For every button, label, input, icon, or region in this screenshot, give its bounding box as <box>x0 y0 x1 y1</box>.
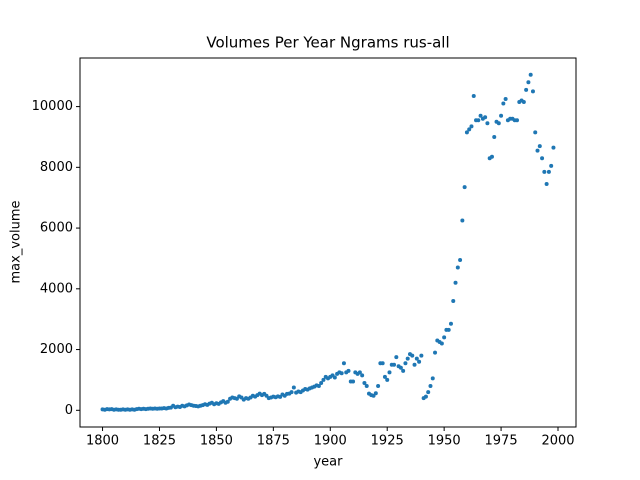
y-tick-label: 2000 <box>40 342 73 357</box>
point <box>526 80 531 85</box>
point <box>341 361 346 366</box>
point <box>346 368 351 373</box>
point <box>485 121 490 126</box>
point <box>419 353 424 358</box>
point <box>469 124 474 129</box>
point <box>387 370 392 375</box>
point <box>430 376 435 381</box>
point <box>225 399 230 404</box>
point <box>364 384 369 388</box>
point <box>382 374 387 379</box>
point <box>551 145 556 150</box>
point <box>426 390 431 395</box>
point <box>316 384 321 388</box>
point <box>291 385 296 390</box>
x-tick-label: 1900 <box>314 434 347 449</box>
point <box>351 379 356 384</box>
point <box>542 169 547 174</box>
point <box>455 265 460 270</box>
point <box>458 257 463 262</box>
point <box>394 355 399 360</box>
point <box>401 368 406 373</box>
x-tick-label: 1850 <box>200 434 233 449</box>
y-tick-label: 10000 <box>32 99 73 114</box>
point <box>501 101 506 106</box>
point <box>524 87 529 92</box>
point <box>398 365 403 370</box>
chart-title: Volumes Per Year Ngrams rus-all <box>206 34 449 52</box>
y-tick-label: 4000 <box>40 281 73 296</box>
x-tick-label: 1800 <box>86 434 119 449</box>
point <box>380 361 385 366</box>
x-tick-label: 1950 <box>428 434 461 449</box>
point <box>515 118 520 123</box>
point <box>362 380 367 385</box>
point <box>376 384 381 388</box>
point <box>489 154 494 159</box>
point <box>478 113 483 118</box>
point <box>423 394 428 399</box>
y-tick-label: 8000 <box>40 160 73 175</box>
point <box>428 384 433 388</box>
point <box>321 377 326 382</box>
x-tick-label: 2000 <box>541 434 574 449</box>
point <box>446 327 451 332</box>
point <box>467 127 472 132</box>
point <box>414 356 419 361</box>
x-tick-label: 1875 <box>257 434 290 449</box>
point <box>405 356 410 361</box>
point <box>530 89 535 94</box>
y-tick-label: 6000 <box>40 221 73 236</box>
point <box>289 390 294 395</box>
point <box>528 72 533 77</box>
point <box>453 280 458 285</box>
point <box>451 298 456 303</box>
y-tick-label: 0 <box>65 403 73 418</box>
x-tick-label: 1925 <box>371 434 404 449</box>
point <box>319 380 324 385</box>
point <box>483 115 488 120</box>
point <box>521 100 526 105</box>
point <box>462 185 467 190</box>
point <box>537 144 542 149</box>
point <box>492 134 497 139</box>
point <box>373 391 378 396</box>
point <box>412 362 417 367</box>
point <box>360 373 365 378</box>
point <box>385 377 390 382</box>
point <box>499 113 504 118</box>
x-tick-label: 1825 <box>143 434 176 449</box>
point <box>339 371 344 376</box>
point <box>476 118 481 123</box>
point <box>357 370 362 375</box>
point <box>549 163 554 168</box>
point <box>410 353 415 358</box>
point <box>442 335 447 340</box>
point <box>464 130 469 135</box>
point <box>471 93 476 98</box>
point <box>332 375 337 380</box>
point <box>540 156 545 161</box>
point <box>533 130 538 135</box>
point <box>546 169 551 174</box>
point <box>544 182 549 187</box>
point <box>496 121 501 126</box>
point <box>460 218 465 223</box>
point <box>535 148 540 153</box>
point <box>503 97 508 101</box>
x-tick-label: 1975 <box>485 434 518 449</box>
point <box>392 362 397 367</box>
point <box>439 341 444 346</box>
plot-frame <box>79 57 577 428</box>
x-axis-label: year <box>313 455 343 470</box>
point <box>433 350 438 355</box>
point <box>417 359 422 364</box>
point <box>448 321 453 326</box>
point <box>403 361 408 366</box>
y-axis-label: max_volume <box>9 201 24 284</box>
